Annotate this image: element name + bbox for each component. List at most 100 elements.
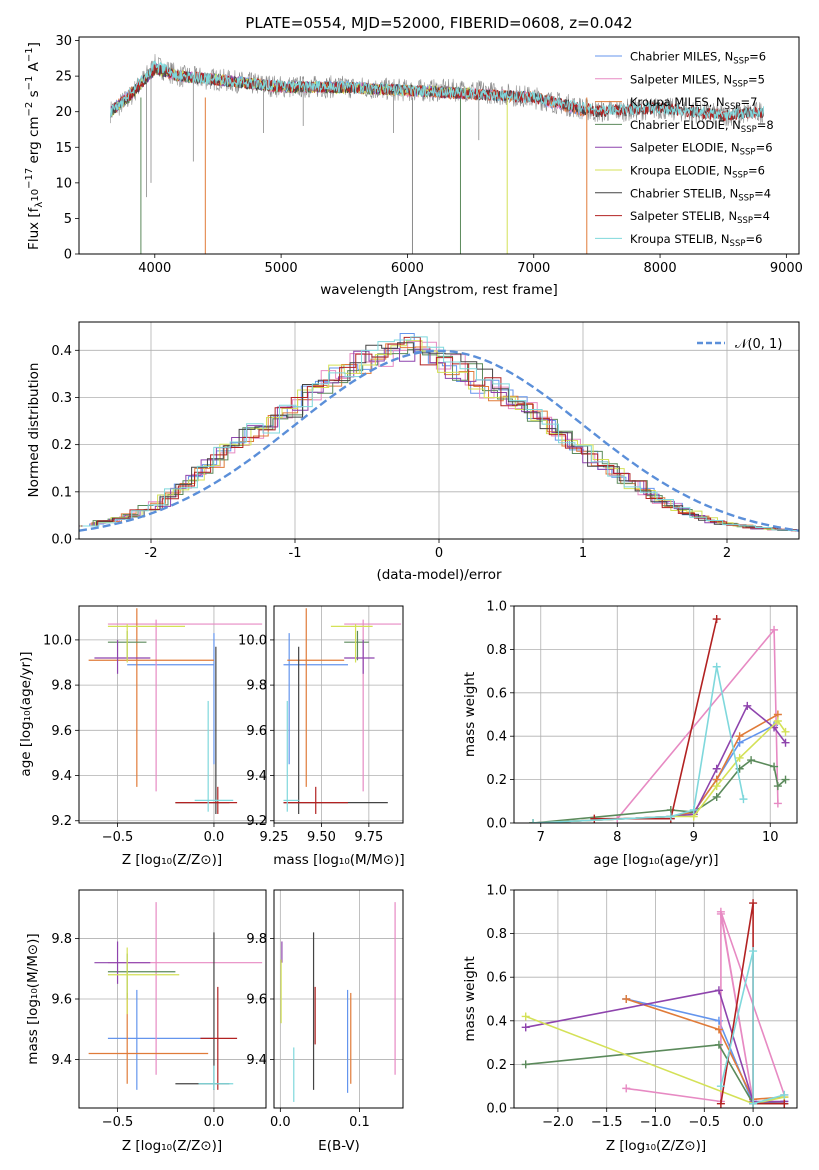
spectrum-observed-line	[110, 53, 764, 127]
age-vs-z-ytick-label: 9.8	[51, 679, 72, 694]
mass-vs-ebv-xtick-label: 0.1	[349, 1115, 370, 1130]
mw-vs-z-xtick-label: −1.0	[640, 1115, 672, 1130]
legend-label-count: =7	[740, 95, 757, 109]
age-vs-z-axes: −0.5 0.0 9.2 9.4 9.6 9.8 10.0	[43, 606, 266, 845]
residuals-xtick-label: 2	[723, 546, 731, 561]
mw-vs-z-series-line	[626, 998, 785, 1105]
mass-vs-z-frame	[78, 889, 267, 1109]
mw-vs-age-marker	[781, 738, 790, 747]
mw-vs-age-marker	[773, 717, 782, 726]
age-vs-mass-frame	[273, 605, 404, 824]
residuals-ytick-label: 0.4	[51, 344, 72, 359]
spectrum-ytick-label: 0	[64, 248, 72, 263]
mass-vs-ebv-plot	[280, 902, 396, 1102]
spectrum-ylabel-part: s	[26, 90, 42, 101]
age-vs-mass-xtick-label: 9.25	[260, 830, 289, 845]
mass-vs-ebv-xlabel: E(B-V)	[318, 1138, 360, 1154]
mw-vs-age-xtick-label: 7	[537, 830, 545, 845]
legend-label: Chabrier STELIB, NSSP=4	[630, 186, 771, 203]
mw-vs-age-marker	[773, 799, 782, 808]
residuals-frame	[78, 321, 800, 540]
spectrum-ytick-label: 30	[55, 34, 72, 49]
mw-vs-age-ytick-label: 0.8	[486, 643, 507, 658]
age-vs-z-plot	[88, 608, 263, 814]
residual-histogram	[79, 348, 799, 531]
mw-vs-z-marker	[749, 899, 758, 908]
mw-vs-age-marker	[747, 756, 756, 765]
legend-label-main: Salpeter ELODIE, N	[630, 141, 740, 155]
mass-vs-ebv-ytick-label: 9.6	[246, 993, 267, 1008]
legend-label: Chabrier MILES, NSSP=6	[630, 50, 766, 67]
mw-vs-age-marker	[781, 775, 790, 784]
mw-vs-age-ytick-label: 0.6	[486, 686, 507, 701]
spectrum-ylabel-part: −1	[24, 76, 35, 91]
mw-vs-z-xtick-label: −2.0	[542, 1115, 574, 1130]
mw-vs-z-ytick-label: 0.6	[486, 971, 507, 986]
age-vs-mass-ytick-label: 9.8	[246, 679, 267, 694]
mw-vs-age-marker	[743, 701, 752, 710]
residuals-ytick-label: 0.1	[51, 485, 72, 500]
legend-label: Kroupa MILES, NSSP=7	[630, 95, 757, 112]
legend-label: Salpeter ELODIE, NSSP=6	[630, 141, 773, 158]
legend-label-sub: SSP	[732, 171, 748, 181]
mw-vs-age-marker	[739, 795, 748, 804]
legend-label-count: =6	[748, 164, 765, 178]
mw-vs-age-series-line	[533, 704, 787, 823]
legend-label: Kroupa STELIB, NSSP=6	[630, 232, 762, 249]
mw-vs-z-marker	[714, 1016, 723, 1025]
mass-vs-ebv-axes: 0.0 0.1 9.4 9.6 9.8	[246, 890, 403, 1130]
spectrum-ytick-label: 10	[55, 176, 72, 191]
legend-label-main: Kroupa ELODIE, N	[630, 164, 732, 178]
mw-vs-z-marker	[716, 1082, 725, 1091]
mass-vs-ebv-ytick-label: 9.4	[246, 1053, 267, 1068]
spectrum-ylabel-part: −17	[24, 168, 35, 189]
legend-label-main: Chabrier STELIB, N	[630, 186, 738, 200]
mw-vs-z-marker	[716, 907, 725, 916]
age-vs-mass-axes: 9.25 9.50 9.75 9.2 9.4 9.6 9.8 10.0	[238, 606, 403, 845]
mw-vs-z-plot	[521, 899, 789, 1108]
mw-vs-z-marker	[521, 1012, 530, 1021]
legend-label-sub: SSP	[738, 193, 754, 203]
mw-vs-z-marker	[521, 1023, 530, 1032]
spectrum-ylabel-part: erg cm	[26, 116, 42, 167]
mw-vs-z-marker	[716, 1099, 725, 1108]
mw-vs-z-marker	[714, 986, 723, 995]
mw-vs-age-marker	[529, 819, 538, 823]
mw-vs-age-marker	[712, 615, 721, 624]
age-vs-z-ytick-label: 10.0	[43, 633, 72, 648]
legend-label-main: Chabrier MILES, N	[630, 50, 733, 64]
mw-vs-age-marker	[666, 812, 675, 821]
mass-vs-z-axes: −0.5 0.0 9.4 9.6 9.8	[51, 890, 266, 1130]
mw-vs-age-xtick-label: 9	[690, 830, 698, 845]
residuals-ylabel: Normed distribution	[26, 363, 42, 498]
age-vs-mass-ytick-label: 9.2	[246, 814, 267, 829]
residuals-ytick-label: 0.3	[51, 391, 72, 406]
residuals-plot	[79, 332, 799, 532]
spectrum-ytick-label: 5	[64, 212, 72, 227]
spectrum-xtick-label: 8000	[644, 261, 677, 276]
legend-label-sub: SSP	[730, 239, 746, 249]
spectrum-axes: 4000 5000 6000 7000 8000 9000 0 5 10 15 20 25 30	[55, 34, 802, 276]
mw-vs-age-xtick-label: 8	[613, 830, 621, 845]
age-vs-z-xtick-label: 0.0	[204, 830, 225, 845]
spectrum-xlabel: wavelength [Angstrom, rest frame]	[320, 282, 558, 298]
age-vs-z-ytick-label: 9.4	[51, 769, 72, 784]
mw-vs-age-marker	[735, 732, 744, 741]
legend-label-sub: SSP	[725, 102, 741, 112]
spectrum-xtick-label: 6000	[391, 261, 424, 276]
mw-vs-age-marker	[712, 792, 721, 801]
mw-vs-age-xlabel: age [log₁₀(age/yr)]	[593, 852, 718, 868]
mw-vs-z-marker	[521, 1060, 530, 1069]
mw-vs-z-xtick-label: −0.5	[689, 1115, 721, 1130]
mw-vs-age-xtick-label: 10	[762, 830, 779, 845]
legend-label-count: =4	[754, 186, 771, 200]
legend-label-main: Kroupa STELIB, N	[630, 232, 730, 246]
mass-vs-z-xlabel: Z [log₁₀(Z/Z⊙)]	[122, 1138, 222, 1154]
legend-label-sub: SSP	[732, 79, 748, 89]
mw-vs-z-ytick-label: 1.0	[486, 884, 507, 899]
mw-vs-z-xtick-label: −1.5	[591, 1115, 623, 1130]
mw-vs-age-marker	[712, 764, 721, 773]
spectrum-model-line	[110, 60, 765, 121]
mw-vs-z-series-line	[525, 989, 785, 1103]
